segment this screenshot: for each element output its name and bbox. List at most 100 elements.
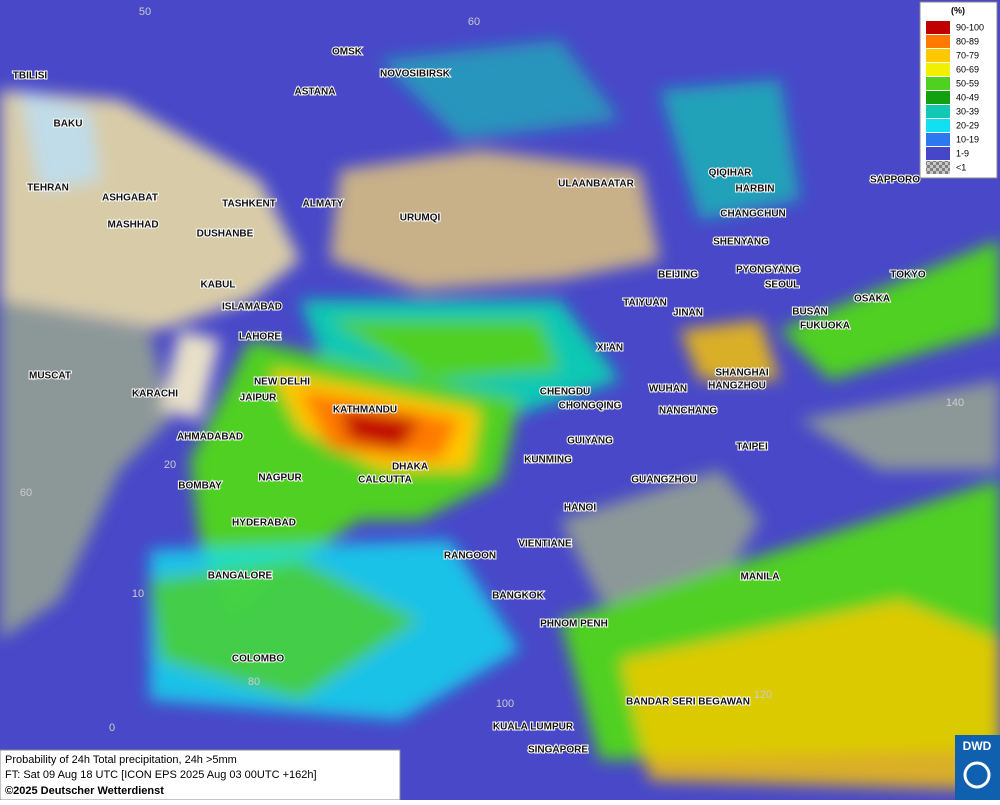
city-label: ALMATY	[303, 199, 344, 210]
city-label: BUSAN	[792, 307, 828, 318]
city-label: GUIYANG	[567, 436, 613, 447]
city-label: JAIPUR	[240, 393, 277, 404]
city-label: ASTANA	[295, 87, 336, 98]
city-label: PHNOM PENH	[540, 619, 608, 630]
city-label: NEW DELHI	[254, 377, 310, 388]
legend-label: 90-100	[956, 22, 984, 32]
grid-label: 120	[754, 689, 772, 701]
city-label: OMSK	[332, 47, 363, 58]
city-label: COLOMBO	[232, 654, 284, 665]
city-label: BEIJING	[658, 270, 698, 281]
city-label: HARBIN	[736, 184, 775, 195]
city-label: ULAANBAATAR	[558, 179, 635, 190]
city-label: KABUL	[201, 280, 236, 291]
city-label: SEOUL	[765, 280, 799, 291]
grid-label: 20	[164, 459, 176, 471]
city-label: DHAKA	[392, 462, 428, 473]
legend-swatch	[926, 35, 950, 48]
grid-label: 100	[496, 698, 514, 710]
grid-label: 60	[468, 16, 480, 28]
city-label: BANGALORE	[208, 571, 273, 582]
city-label: SAPPORO	[870, 175, 920, 186]
legend-label: <1	[956, 162, 966, 172]
city-label: MANILA	[741, 572, 780, 583]
legend-label: 20-29	[956, 120, 979, 130]
city-label: NANCHANG	[659, 406, 718, 417]
city-label: HANGZHOU	[708, 381, 766, 392]
city-label: LAHORE	[239, 332, 282, 343]
logo: DWD	[955, 735, 1000, 800]
footer-line: ©2025 Deutscher Wetterdienst	[5, 785, 164, 797]
city-label: MASHHAD	[107, 220, 158, 231]
city-label: TBILISI	[13, 71, 48, 82]
city-label: CHENGDU	[540, 387, 591, 398]
city-label: KUALA LUMPUR	[493, 722, 574, 733]
grid-label: 10	[132, 588, 144, 600]
legend-label: 60-69	[956, 64, 979, 74]
city-label: URUMQI	[400, 213, 441, 224]
city-label: TAIYUAN	[623, 298, 667, 309]
city-label: GUANGZHOU	[631, 475, 697, 486]
city-label: HANOI	[564, 503, 596, 514]
city-label: DUSHANBE	[197, 229, 254, 240]
logo-box	[955, 735, 1000, 800]
city-label: VIENTIANE	[518, 539, 572, 550]
footer-line: Probability of 24h Total precipitation, …	[5, 754, 237, 766]
legend-swatch	[926, 119, 950, 132]
grid-label: 50	[139, 6, 151, 18]
city-label: ISLAMABAD	[222, 302, 282, 313]
city-label: OSAKA	[854, 294, 890, 305]
legend-swatch	[926, 91, 950, 104]
legend-swatch	[926, 105, 950, 118]
city-label: CHANGCHUN	[720, 209, 786, 220]
grid-label: 80	[248, 676, 260, 688]
footer-line: FT: Sat 09 Aug 18 UTC [ICON EPS 2025 Aug…	[5, 769, 317, 781]
city-label: ASHGABAT	[102, 193, 158, 204]
city-label: RANGOON	[444, 551, 496, 562]
footer: Probability of 24h Total precipitation, …	[0, 749, 401, 801]
city-label: NOVOSIBIRSK	[380, 69, 451, 80]
legend: (%) 90-100 80-89 70-79 60-69 50-59 40-49 30-39…	[919, 1, 998, 179]
city-label: AHMADABAD	[177, 432, 243, 443]
legend-label: 70-79	[956, 50, 979, 60]
footer-box	[0, 749, 401, 801]
city-label: FUKUOKA	[800, 321, 850, 332]
city-label: BAKU	[54, 119, 83, 130]
legend-label: 30-39	[956, 106, 979, 116]
legend-label: 80-89	[956, 36, 979, 46]
legend-swatch	[926, 147, 950, 160]
logo-text: DWD	[963, 739, 992, 753]
city-label: KUNMING	[524, 455, 572, 466]
city-label: TASHKENT	[222, 199, 276, 210]
city-label: XI'AN	[597, 343, 623, 354]
legend-swatch	[926, 161, 950, 174]
labels: 50 60 20 60 10 80 0 100 120 140 TBILISI OMSK NOVOSIB…	[12, 6, 964, 757]
city-label: CHONGQING	[559, 401, 622, 412]
grid-label: 60	[20, 487, 32, 499]
legend-swatch	[926, 77, 950, 90]
grid-label: 140	[946, 397, 964, 409]
legend-swatch	[926, 21, 950, 34]
legend-swatch	[926, 49, 950, 62]
city-label: TAIPEI	[736, 442, 768, 453]
legend-label: 1-9	[956, 148, 969, 158]
logo-icon	[963, 761, 991, 789]
city-label: HYDERABAD	[232, 518, 296, 529]
city-label: CALCUTTA	[358, 475, 412, 486]
city-label: SHENYANG	[713, 237, 769, 248]
city-label: KATHMANDU	[333, 405, 397, 416]
legend-label: 40-49	[956, 92, 979, 102]
legend-label: 50-59	[956, 78, 979, 88]
city-label: TOKYO	[890, 270, 926, 281]
city-label: QIQIHAR	[709, 168, 753, 179]
city-label: SHANGHAI	[715, 368, 769, 379]
city-label: TEHRAN	[27, 183, 69, 194]
legend-swatch	[926, 133, 950, 146]
legend-title: (%)	[951, 5, 965, 15]
city-label: BANGKOK	[492, 591, 544, 602]
city-label: PYONGYANG	[736, 265, 800, 276]
city-label: WUHAN	[649, 384, 687, 395]
grid-label: 0	[109, 722, 115, 734]
city-label: BOMBAY	[178, 481, 222, 492]
